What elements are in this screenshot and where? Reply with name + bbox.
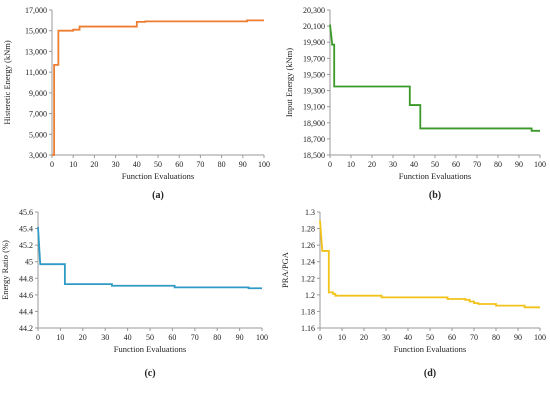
- y-tick-label: 19,900: [303, 38, 325, 47]
- y-tick-label: 1.28: [301, 225, 315, 234]
- x-tick-label: 30: [112, 160, 120, 169]
- chart-panel-b: 0 10 20 30 40 50 60 70 80 90 100 18,500 18,700 18,900…: [284, 6, 546, 201]
- x-tick-label: 60: [175, 160, 183, 169]
- x-tick-label: 90: [514, 333, 522, 342]
- y-tick-label: 1.22: [301, 274, 315, 283]
- x-tick-label: 90: [236, 333, 244, 342]
- x-tick-label: 70: [191, 333, 199, 342]
- y-axis-label: Energy Ratio (%): [0, 240, 10, 300]
- x-tick-label: 100: [534, 333, 546, 342]
- y-tick-label: 44.2: [19, 324, 33, 333]
- series-line-0: [52, 19, 264, 156]
- y-tick-label: 20,100: [303, 22, 325, 31]
- y-tick-label: 5,000: [29, 130, 47, 139]
- y-tick-label: 1.26: [301, 241, 315, 250]
- x-tick-label: 60: [452, 160, 460, 169]
- y-tick-label: 1.18: [301, 307, 315, 316]
- x-tick-label: 70: [473, 160, 481, 169]
- series-line-0: [37, 226, 262, 290]
- x-tick-label: 30: [382, 333, 390, 342]
- x-axis-label: Function Evaluations: [122, 171, 194, 181]
- y-tick-label: 19,100: [303, 103, 325, 112]
- x-tick-label: 20: [90, 160, 98, 169]
- y-tick-label: 20,300: [303, 6, 325, 15]
- x-tick-label: 90: [239, 160, 247, 169]
- y-tick-label: 18,700: [303, 135, 325, 144]
- panel-caption: (b): [429, 190, 441, 201]
- panel-caption: (c): [144, 368, 155, 379]
- y-axis-label: Input Energy (kNm): [284, 48, 294, 117]
- y-tick-label: 7,000: [29, 110, 47, 119]
- x-tick-label: 10: [69, 160, 77, 169]
- x-tick-label: 0: [36, 333, 40, 342]
- y-tick-label: 18,500: [303, 151, 325, 160]
- x-tick-label: 50: [154, 160, 162, 169]
- x-tick-label: 40: [410, 160, 418, 169]
- y-tick-label: 11,000: [25, 68, 47, 77]
- panel-caption: (d): [424, 368, 436, 379]
- x-tick-label: 30: [389, 160, 397, 169]
- x-tick-label: 20: [360, 333, 368, 342]
- x-tick-label: 90: [515, 160, 523, 169]
- y-tick-label: 19,300: [303, 87, 325, 96]
- x-tick-label: 60: [448, 333, 456, 342]
- x-tick-label: 20: [79, 333, 87, 342]
- chart-panel-a: 0 10 20 30 40 50 60 70 80 90 100 3,000 5,000 7,000 9,0…: [2, 6, 270, 201]
- y-axis-label: PRA/PGA: [280, 251, 290, 288]
- y-tick-label: 19,700: [303, 54, 325, 63]
- x-tick-label: 0: [50, 160, 54, 169]
- x-tick-label: 0: [318, 333, 322, 342]
- y-tick-label: 18,900: [303, 119, 325, 128]
- x-tick-label: 80: [494, 160, 502, 169]
- x-tick-label: 10: [56, 333, 64, 342]
- x-tick-label: 10: [338, 333, 346, 342]
- series-line-0: [329, 24, 540, 132]
- series-line-0: [319, 220, 540, 309]
- x-tick-label: 80: [213, 333, 221, 342]
- y-tick-label: 1.16: [301, 324, 315, 333]
- panel-caption: (a): [152, 190, 164, 201]
- y-tick-label: 3,000: [29, 151, 47, 160]
- y-tick-label: 1.24: [301, 258, 315, 267]
- x-axis-label: Function Evaluations: [399, 171, 471, 181]
- y-tick-label: 45.2: [19, 241, 33, 250]
- x-tick-label: 70: [470, 333, 478, 342]
- y-tick-label: 13,000: [25, 47, 47, 56]
- x-tick-label: 0: [328, 160, 332, 169]
- y-axis-label: Histeretic Energy (kNm): [2, 40, 12, 125]
- x-axis-label: Function Evaluations: [394, 344, 466, 354]
- y-tick-label: 17,000: [25, 6, 47, 15]
- x-tick-label: 20: [368, 160, 376, 169]
- y-tick-label: 45.4: [19, 225, 33, 234]
- chart-panel-c: 0 10 20 30 40 50 60 70 80 90 100 44.2 44.4 44.6 44.8 45…: [0, 208, 268, 379]
- x-tick-label: 40: [124, 333, 132, 342]
- x-tick-label: 60: [168, 333, 176, 342]
- y-tick-label: 45: [25, 258, 33, 267]
- x-tick-label: 50: [431, 160, 439, 169]
- x-tick-label: 100: [258, 160, 270, 169]
- x-tick-label: 10: [347, 160, 355, 169]
- y-tick-label: 15,000: [25, 27, 47, 36]
- x-tick-label: 40: [133, 160, 141, 169]
- x-tick-label: 100: [256, 333, 268, 342]
- y-tick-label: 44.8: [19, 274, 33, 283]
- x-tick-label: 30: [101, 333, 109, 342]
- chart-panel-d: 0 10 20 30 40 50 60 70 80 90 100 1.16 1.18 1.2 1.22 1.2…: [280, 208, 546, 379]
- y-tick-label: 45.6: [19, 208, 33, 217]
- y-tick-label: 44.4: [19, 307, 33, 316]
- x-tick-label: 70: [196, 160, 204, 169]
- y-tick-label: 44.6: [19, 291, 33, 300]
- x-tick-label: 50: [426, 333, 434, 342]
- y-tick-label: 1.3: [305, 208, 315, 217]
- y-tick-label: 1.2: [305, 291, 315, 300]
- x-tick-label: 40: [404, 333, 412, 342]
- y-tick-label: 9,000: [29, 89, 47, 98]
- x-tick-label: 80: [492, 333, 500, 342]
- x-axis-label: Function Evaluations: [114, 344, 186, 354]
- y-tick-label: 19,500: [303, 70, 325, 79]
- x-tick-label: 50: [146, 333, 154, 342]
- x-tick-label: 80: [218, 160, 226, 169]
- x-tick-label: 100: [534, 160, 546, 169]
